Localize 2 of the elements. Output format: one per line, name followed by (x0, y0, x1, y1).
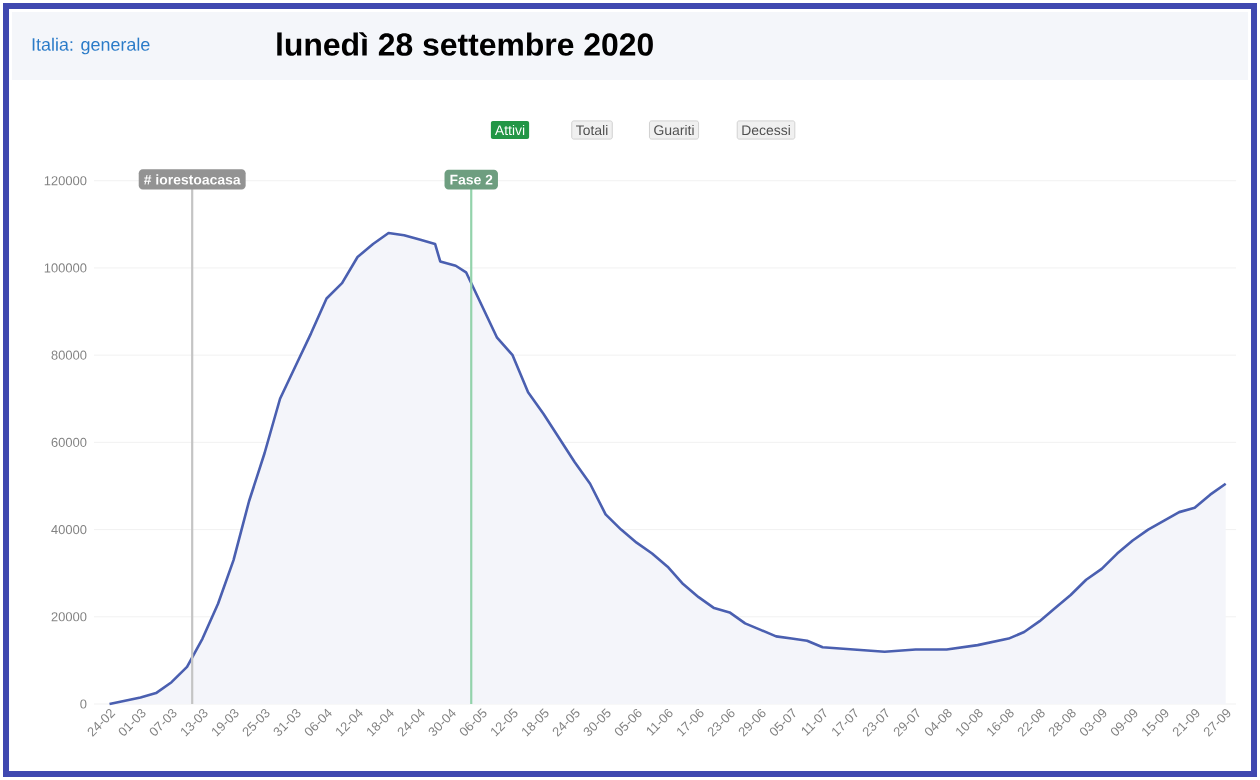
chart-subtitle: Italia: generale (32, 37, 150, 55)
chart-title: lunedì 28 settembre 2020 (277, 32, 653, 56)
